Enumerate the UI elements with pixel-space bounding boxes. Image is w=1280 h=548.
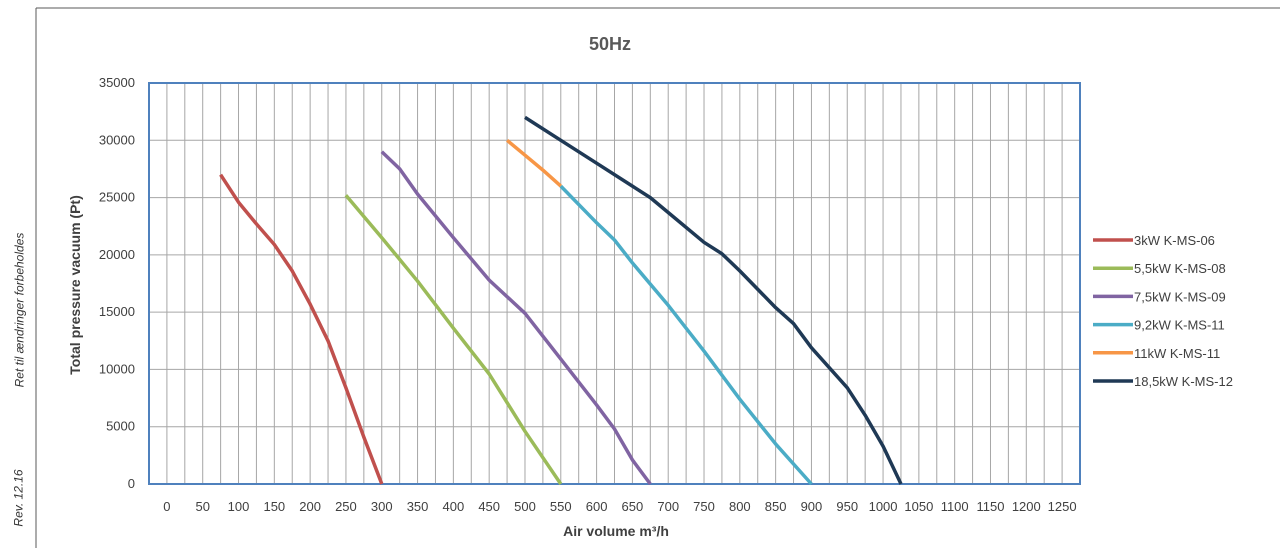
x-tick-label: 650 bbox=[622, 499, 644, 514]
y-tick-label: 10000 bbox=[99, 361, 135, 376]
grid-layer bbox=[148, 82, 1081, 485]
plot-area-frame bbox=[148, 82, 1081, 485]
x-tick-label: 850 bbox=[765, 499, 787, 514]
x-tick-label: 300 bbox=[371, 499, 393, 514]
legend-label: 7,5kW K-MS-09 bbox=[1134, 289, 1226, 304]
legend: 3kW K-MS-06 5,5kW K-MS-08 7,5kW K-MS-09 9,2… bbox=[1093, 233, 1233, 389]
legend-label: 9,2kW K-MS-11 bbox=[1134, 318, 1225, 333]
x-tick-label: 900 bbox=[801, 499, 823, 514]
x-tick-label: 400 bbox=[443, 499, 465, 514]
x-tick-label: 700 bbox=[657, 499, 679, 514]
y-tick-label: 15000 bbox=[99, 304, 135, 319]
series-line bbox=[524, 115, 903, 485]
x-tick-label: 1100 bbox=[941, 499, 969, 514]
x-tick-label: 450 bbox=[478, 499, 500, 514]
x-tick-label: 50 bbox=[195, 499, 209, 514]
x-tick-label: 750 bbox=[693, 499, 715, 514]
x-tick-label: 1250 bbox=[1048, 499, 1077, 514]
x-tick-label: 100 bbox=[228, 499, 250, 514]
series-line bbox=[219, 173, 384, 485]
x-tick-label: 0 bbox=[163, 499, 170, 514]
y-tick-label: 30000 bbox=[99, 132, 135, 147]
series-line bbox=[505, 138, 562, 188]
x-tick-label: 600 bbox=[586, 499, 608, 514]
tick-layer: 0 50 100 150 200 250 300 350 400 450 500 550 600 650 7… bbox=[99, 75, 1077, 514]
legend-label: 18,5kW K-MS-12 bbox=[1134, 374, 1233, 389]
x-tick-label: 800 bbox=[729, 499, 751, 514]
x-tick-label: 950 bbox=[836, 499, 858, 514]
x-tick-label: 1200 bbox=[1012, 499, 1041, 514]
y-tick-label: 35000 bbox=[99, 75, 135, 90]
y-tick-label: 20000 bbox=[99, 247, 135, 262]
y-tick-label: 0 bbox=[128, 476, 135, 491]
legend-label: 3kW K-MS-06 bbox=[1134, 233, 1215, 248]
legend-label: 11kW K-MS-11 bbox=[1134, 346, 1220, 361]
y-axis-title: Total pressure vacuum (Pt) bbox=[67, 195, 83, 374]
y-tick-label: 25000 bbox=[99, 190, 135, 205]
x-tick-label: 200 bbox=[299, 499, 321, 514]
series-layer bbox=[219, 115, 903, 486]
x-tick-label: 500 bbox=[514, 499, 536, 514]
x-tick-label: 350 bbox=[407, 499, 429, 514]
y-tick-label: 5000 bbox=[106, 419, 135, 434]
series-line bbox=[344, 194, 563, 485]
x-tick-label: 150 bbox=[263, 499, 285, 514]
x-tick-label: 1150 bbox=[976, 499, 1004, 514]
series-line bbox=[380, 150, 652, 486]
x-tick-label: 1000 bbox=[869, 499, 898, 514]
x-tick-label: 250 bbox=[335, 499, 357, 514]
x-tick-label: 1050 bbox=[904, 499, 933, 514]
x-axis-title: Air volume m³/h bbox=[563, 523, 669, 539]
legend-label: 5,5kW K-MS-08 bbox=[1134, 261, 1226, 276]
x-tick-label: 550 bbox=[550, 499, 572, 514]
chart-title: 50Hz bbox=[589, 34, 631, 54]
series-line bbox=[559, 184, 813, 486]
